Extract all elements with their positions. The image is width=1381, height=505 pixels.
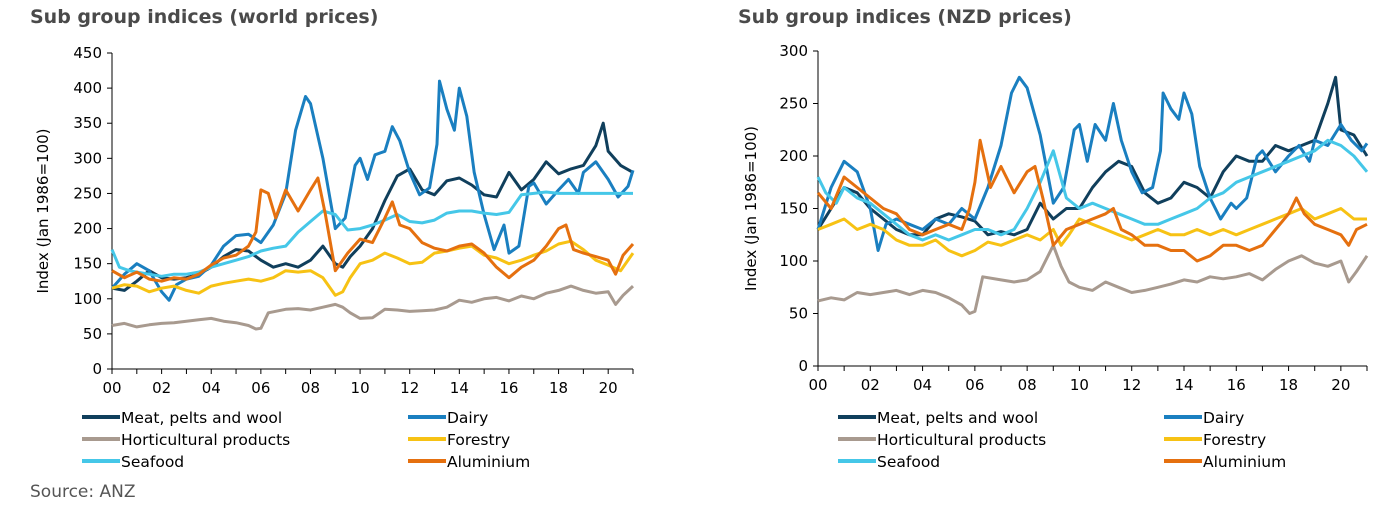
- world-y-tick-label: 350: [73, 114, 102, 132]
- nzd-series-line-seafood: [816, 138, 1369, 242]
- nzd-legend-item-forestry: Forestry: [1164, 429, 1266, 451]
- nzd-legend-item-dairy: Dairy: [1164, 407, 1244, 429]
- world-legend-label: Horticultural products: [121, 431, 291, 449]
- world-x-tick-label: 14: [450, 379, 469, 397]
- world-y-axis-label: Index (Jan 1986=100): [34, 128, 52, 293]
- world-legend-swatch: [82, 436, 120, 441]
- nzd-legend-swatch: [1164, 458, 1202, 463]
- nzd-legend-item-aluminium: Aluminium: [1164, 451, 1286, 473]
- nzd-legend-item-seafood: Seafood: [838, 451, 940, 473]
- world-x-tick-label: 20: [599, 379, 618, 397]
- nzd-legend-swatch: [1164, 414, 1202, 419]
- nzd-x-tick-label: 12: [1122, 376, 1141, 394]
- nzd-x-tick-label: 02: [861, 376, 880, 394]
- nzd-legend-label: Aluminium: [1203, 453, 1287, 471]
- world-legend-item-horticultural-products: Horticultural products: [82, 429, 290, 451]
- world-legend-item-aluminium: Aluminium: [408, 451, 530, 473]
- world-y-tick-label: 450: [73, 44, 102, 62]
- world-x-tick-label: 18: [549, 379, 568, 397]
- world-legend-label: Seafood: [121, 453, 185, 471]
- world-legend-label: Meat, pelts and wool: [121, 409, 283, 427]
- legend-world: Meat, pelts and wool Dairy Horticultural p…: [82, 407, 602, 473]
- nzd-legend-label: Seafood: [877, 453, 941, 471]
- nzd-legend-label: Dairy: [1203, 409, 1245, 427]
- nzd-y-tick-label: 150: [779, 200, 808, 218]
- world-y-tick-label: 300: [73, 149, 102, 167]
- nzd-x-tick-label: 08: [1018, 376, 1037, 394]
- world-legend-item-dairy: Dairy: [408, 407, 488, 429]
- chart-world-prices: Index (Jan 1986=100) 0 50 100 150 200 250 300 35…: [34, 44, 635, 397]
- world-legend-swatch: [408, 458, 446, 463]
- nzd-legend-swatch: [838, 458, 876, 463]
- nzd-x-tick-label: 18: [1279, 376, 1298, 394]
- nzd-legend-label: Horticultural products: [877, 431, 1047, 449]
- world-y-tick-label: 50: [83, 325, 102, 343]
- nzd-x-tick-label: 10: [1070, 376, 1089, 394]
- nzd-y-tick-label: 50: [789, 305, 808, 323]
- world-y-tick-label: 150: [73, 255, 102, 273]
- world-y-tick-label: 0: [92, 360, 102, 378]
- chart-nzd-prices: Index (Jan 1986=100) 0 50 100 150 200 250 300 00…: [742, 42, 1369, 394]
- world-legend-item-seafood: Seafood: [82, 451, 184, 473]
- nzd-y-tick-label: 100: [779, 252, 808, 270]
- world-x-tick-label: 00: [102, 379, 121, 397]
- world-series-line-aluminium: [111, 176, 635, 283]
- world-legend-label: Aluminium: [447, 453, 531, 471]
- legend-nzd: Meat, pelts and wool Dairy Horticultural p…: [838, 407, 1358, 473]
- nzd-series-line-horticultural-products: [817, 243, 1369, 315]
- chart-title-world: Sub group indices (world prices): [30, 6, 379, 28]
- nzd-x-tick-label: 04: [913, 376, 932, 394]
- world-y-tick-label: 100: [73, 290, 102, 308]
- nzd-legend-swatch: [1164, 436, 1202, 441]
- nzd-y-tick-label: 300: [779, 42, 808, 60]
- world-series-line-horticultural-products: [111, 284, 635, 331]
- nzd-y-tick-label: 250: [779, 95, 808, 113]
- world-legend-label: Dairy: [447, 409, 489, 427]
- nzd-x-tick-label: 20: [1331, 376, 1350, 394]
- nzd-y-axis-label: Index (Jan 1986=100): [742, 126, 760, 291]
- chart-title-nzd: Sub group indices (NZD prices): [738, 6, 1072, 28]
- world-legend-item-meat-pelts-and-wool: Meat, pelts and wool: [82, 407, 282, 429]
- nzd-x-tick-label: 14: [1174, 376, 1193, 394]
- world-legend-swatch: [82, 414, 120, 419]
- nzd-x-tick-label: 16: [1227, 376, 1246, 394]
- world-x-tick-label: 10: [351, 379, 370, 397]
- nzd-legend-swatch: [838, 436, 876, 441]
- world-x-tick-label: 12: [400, 379, 419, 397]
- nzd-y-tick-label: 0: [798, 357, 808, 375]
- nzd-legend-label: Forestry: [1203, 431, 1267, 449]
- world-x-tick-label: 06: [251, 379, 270, 397]
- nzd-legend-label: Meat, pelts and wool: [877, 409, 1039, 427]
- nzd-legend-item-meat-pelts-and-wool: Meat, pelts and wool: [838, 407, 1038, 429]
- nzd-x-tick-label: 06: [965, 376, 984, 394]
- world-y-tick-label: 200: [73, 220, 102, 238]
- world-y-tick-label: 250: [73, 184, 102, 202]
- world-legend-label: Forestry: [447, 431, 511, 449]
- nzd-series-line-meat-pelts-and-wool: [816, 75, 1369, 237]
- world-series-line-dairy: [110, 79, 635, 302]
- source-note: Source: ANZ: [30, 482, 136, 502]
- world-x-tick-label: 16: [499, 379, 518, 397]
- world-y-tick-label: 400: [73, 79, 102, 97]
- world-x-tick-label: 02: [152, 379, 171, 397]
- nzd-legend-swatch: [838, 414, 876, 419]
- world-series-line-meat-pelts-and-wool: [111, 121, 634, 292]
- world-legend-swatch: [408, 414, 446, 419]
- nzd-x-tick-label: 00: [808, 376, 827, 394]
- world-x-tick-label: 04: [202, 379, 221, 397]
- world-legend-item-forestry: Forestry: [408, 429, 510, 451]
- world-x-tick-label: 08: [301, 379, 320, 397]
- world-legend-swatch: [408, 436, 446, 441]
- world-legend-swatch: [82, 458, 120, 463]
- nzd-y-tick-label: 200: [779, 147, 808, 165]
- nzd-legend-item-horticultural-products: Horticultural products: [838, 429, 1046, 451]
- world-series-line-forestry: [111, 239, 635, 297]
- world-series-line-seafood: [110, 190, 633, 278]
- nzd-series-line-aluminium: [816, 138, 1368, 263]
